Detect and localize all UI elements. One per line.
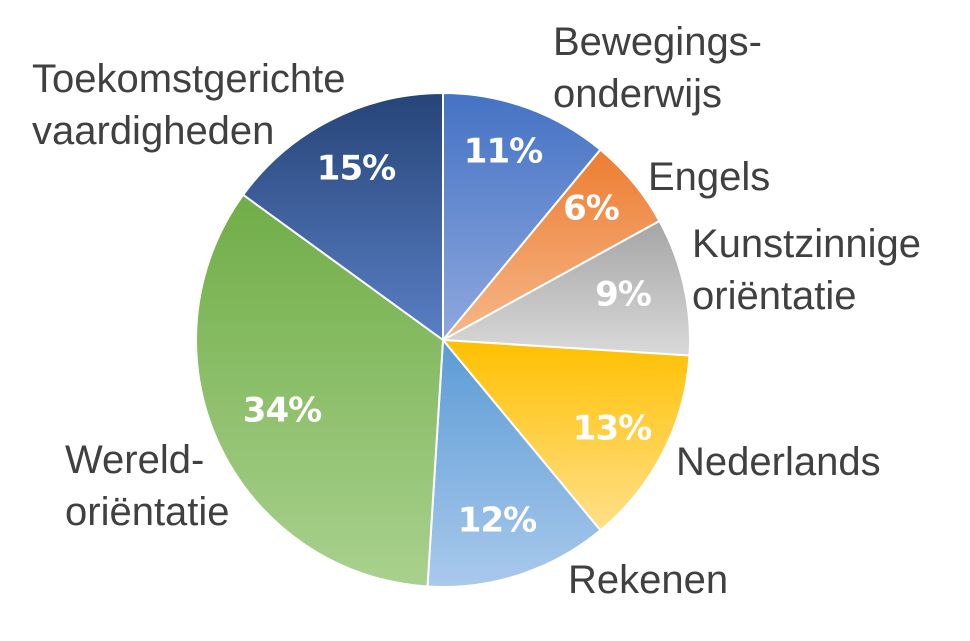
pie-slice-2 <box>439 219 691 357</box>
category-label-line: Nederlands <box>676 440 881 484</box>
category-label-line: oriëntatie <box>692 274 857 318</box>
category-label-line: onderwijs <box>553 72 722 116</box>
category-label: Nederlands <box>676 440 881 484</box>
category-label: Bewegings-onderwijs <box>553 20 762 116</box>
pie-slice-4 <box>426 337 602 588</box>
pie-slice-5 <box>195 193 445 588</box>
category-label-line: oriëntatie <box>65 490 230 534</box>
category-label: Kunstzinnige oriëntatie <box>692 222 921 318</box>
category-label: Engels <box>648 155 770 199</box>
percentage-label: 9% <box>595 275 651 315</box>
category-label: Wereld-oriëntatie <box>65 438 230 534</box>
pie-slice-3 <box>440 338 691 532</box>
category-label-line: Rekenen <box>568 558 728 602</box>
category-labels: Bewegings-onderwijs Engels Kunstzinnige ori… <box>32 20 921 602</box>
category-label-line: vaardigheden <box>32 109 274 153</box>
category-label-line: Wereld- <box>65 438 204 482</box>
category-label: Rekenen <box>568 558 728 602</box>
category-label: Toekomstgerichte vaardigheden <box>32 57 345 153</box>
pie-slice-6 <box>241 91 444 342</box>
pie-slices <box>195 91 691 588</box>
category-label-line: Engels <box>648 155 770 199</box>
category-label-line: Toekomstgerichte <box>32 57 345 101</box>
category-label-line: Kunstzinnige <box>692 222 921 266</box>
percentage-labels: 11% 6% 9% 13% 12% 34% 15% <box>243 132 652 541</box>
pie-slice-0 <box>442 91 602 343</box>
percentage-label: 13% <box>573 409 651 449</box>
percentage-label: 34% <box>243 391 321 431</box>
percentage-label: 11% <box>464 132 542 172</box>
percentage-label: 12% <box>458 501 536 541</box>
category-label-line: Bewegings- <box>553 20 762 64</box>
percentage-label: 15% <box>317 149 395 189</box>
percentage-label: 6% <box>563 189 619 229</box>
